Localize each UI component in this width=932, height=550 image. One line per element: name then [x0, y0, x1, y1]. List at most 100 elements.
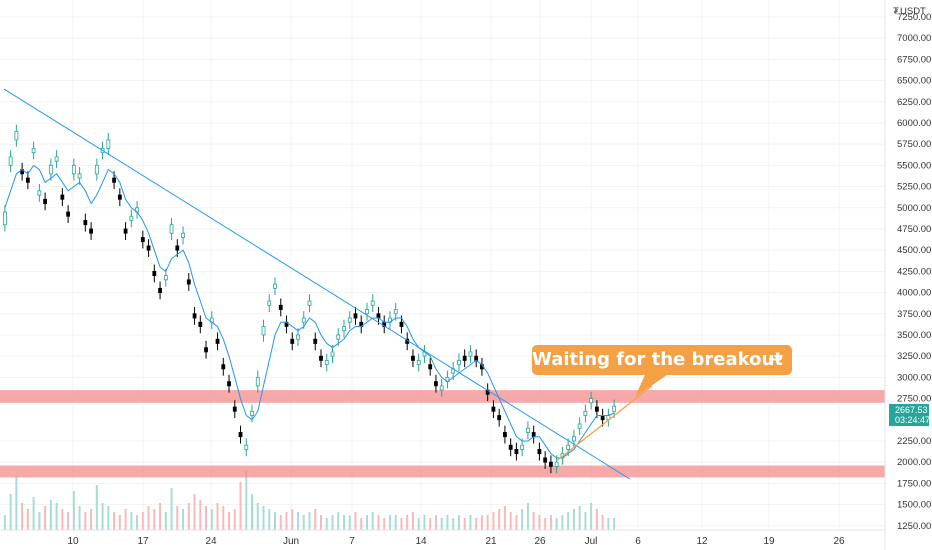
- candle-body: [583, 410, 588, 416]
- candle-body: [232, 406, 237, 412]
- y-tick-label: 5250.00: [897, 182, 931, 193]
- volume-bar: [394, 515, 397, 530]
- candle-body: [83, 220, 88, 226]
- candle-body: [54, 156, 59, 162]
- volume-bar: [222, 506, 225, 530]
- candle-body: [330, 351, 335, 357]
- candle-body: [462, 355, 467, 361]
- candle-body: [376, 313, 381, 319]
- volume-bar: [446, 515, 449, 530]
- x-tick-label: Jun: [283, 536, 299, 547]
- volume-bar: [9, 494, 12, 530]
- y-tick-label: 5000.00: [897, 203, 931, 214]
- volume-bar: [423, 515, 426, 530]
- resistance-zone: [0, 390, 885, 403]
- x-tick-label: 7: [349, 536, 355, 547]
- volume-bar: [55, 503, 58, 530]
- volume-bar: [601, 515, 604, 530]
- y-tick-label: 6250.00: [897, 97, 931, 108]
- candle-body: [221, 364, 226, 370]
- ma-line: [4, 164, 615, 459]
- x-tick-label: 24: [205, 536, 217, 547]
- y-tick-label: 5750.00: [897, 139, 931, 150]
- candle-body: [353, 313, 358, 319]
- candle-body: [307, 300, 312, 306]
- candle-body: [77, 173, 82, 179]
- candle-body: [497, 415, 502, 421]
- volume-bar: [377, 515, 380, 530]
- candle-body: [342, 326, 346, 332]
- volume-bar: [205, 506, 208, 530]
- volume-bar: [440, 518, 443, 530]
- volume-bar: [101, 503, 104, 530]
- x-tick-label: 26: [833, 536, 845, 547]
- x-tick-label: 12: [696, 536, 708, 547]
- candle-body: [71, 164, 76, 175]
- candle-body: [198, 321, 203, 327]
- candle-body: [370, 300, 375, 306]
- volume-bar: [348, 515, 351, 530]
- candle-body: [290, 338, 295, 344]
- candle-body: [181, 232, 185, 238]
- candle-body: [60, 194, 65, 200]
- volume-bar: [319, 515, 322, 530]
- volume-bar: [239, 482, 242, 530]
- volume-bar: [549, 515, 552, 530]
- volume-bar: [521, 509, 524, 530]
- candle-body: [474, 355, 479, 361]
- candle-body: [129, 215, 134, 221]
- volume-bar: [434, 515, 437, 530]
- volume-bar: [124, 509, 127, 530]
- volume-bar: [595, 509, 598, 530]
- candlesticks[interactable]: [2, 124, 617, 474]
- candle-body: [393, 309, 398, 315]
- volume-bar: [342, 515, 345, 530]
- volume-bar: [429, 518, 432, 530]
- volume-bar: [84, 512, 87, 530]
- candle-body: [411, 355, 415, 361]
- candle-body: [8, 156, 13, 166]
- volume-bars: [3, 470, 616, 530]
- volume-bar: [572, 509, 575, 530]
- candle-body: [554, 461, 559, 467]
- volume-bar: [147, 506, 150, 530]
- candle-body: [267, 300, 272, 306]
- time-axis[interactable]: 10 17 24 Jun 7 14 21 26 Jul 6 12 19 26: [0, 529, 885, 547]
- y-tick-label: 6750.00: [897, 54, 931, 65]
- volume-bar: [38, 512, 41, 530]
- volume-bar: [153, 509, 156, 530]
- candle-body: [336, 334, 341, 340]
- candle-body: [434, 381, 438, 387]
- volume-bar: [176, 506, 179, 530]
- candle-body: [261, 326, 266, 336]
- candle-body: [520, 444, 525, 450]
- volume-bar: [256, 503, 259, 530]
- uptrend-line: [556, 385, 653, 461]
- callout-text: Waiting for the breakout: [532, 349, 783, 370]
- y-tick-label: 4250.00: [897, 266, 931, 277]
- y-tick-label: 3750.00: [897, 309, 931, 320]
- candle-body: [589, 398, 594, 404]
- volume-bar: [228, 512, 231, 530]
- candle-body: [457, 359, 461, 366]
- candle-body: [94, 164, 99, 175]
- current-price-label: 2667.53: [895, 405, 928, 415]
- y-tick-label: 2250.00: [897, 436, 931, 447]
- volume-bar: [210, 509, 213, 530]
- volume-bar: [302, 515, 305, 530]
- candle-body: [117, 194, 122, 200]
- price-axis[interactable]: USDT ₮ 7250.00 7000.00 6750.00 6500.00 6250.…: [884, 0, 931, 550]
- volume-bar: [567, 512, 570, 530]
- volume-bar: [457, 515, 460, 530]
- volume-bar: [411, 512, 414, 530]
- candle-body: [43, 198, 48, 204]
- x-tick-label: Jul: [585, 536, 598, 547]
- candle-body: [2, 211, 7, 226]
- candle-body: [112, 177, 116, 183]
- callout-emoji: ↩: [768, 349, 783, 370]
- candle-body: [571, 436, 576, 442]
- volume-bar: [365, 515, 368, 530]
- candle-body: [491, 406, 496, 412]
- y-tick-label: 6000.00: [897, 118, 931, 129]
